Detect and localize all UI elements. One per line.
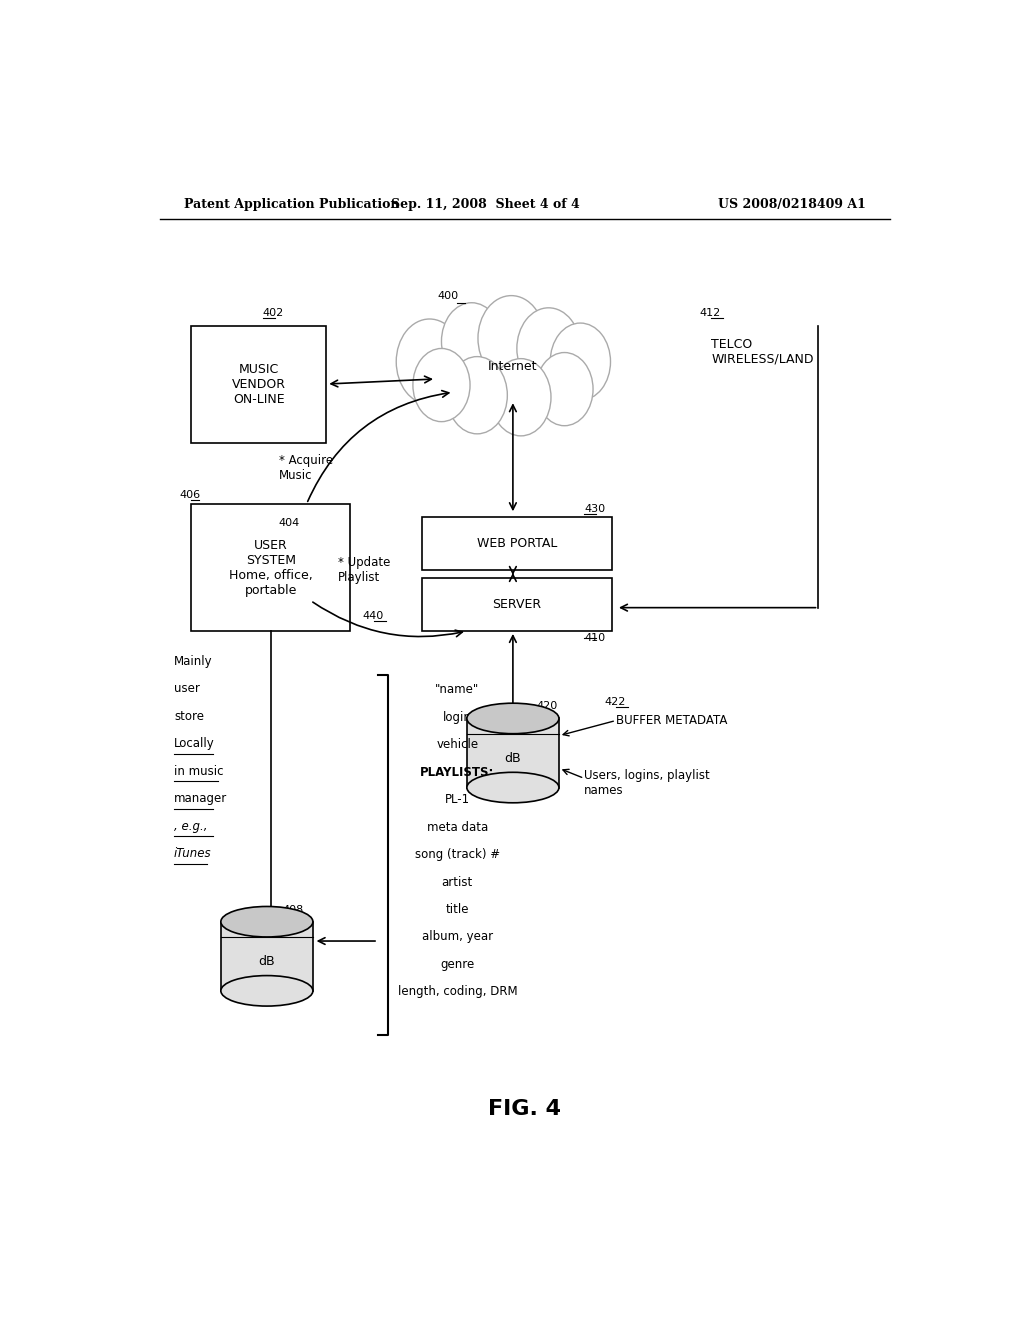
Text: PLAYLISTS:: PLAYLISTS: [420,766,495,779]
Text: 404: 404 [279,519,300,528]
Text: 400: 400 [437,290,459,301]
Text: user: user [174,682,200,696]
Text: genre: genre [440,958,474,972]
Text: album, year: album, year [422,931,493,944]
FancyBboxPatch shape [422,578,612,631]
Circle shape [447,356,507,434]
Circle shape [517,308,581,389]
Circle shape [490,359,551,436]
Circle shape [550,323,610,400]
Text: 408: 408 [283,904,304,915]
Circle shape [478,296,545,381]
Text: 412: 412 [699,308,721,318]
Text: meta data: meta data [427,821,488,834]
Text: BUFFER METADATA: BUFFER METADATA [616,714,727,727]
Text: 410: 410 [585,634,605,643]
Text: login: login [443,711,472,723]
Text: Users, logins, playlist
names: Users, logins, playlist names [585,770,710,797]
Text: , e.g.,: , e.g., [174,820,208,833]
Text: TELCO
WIRELESS/LAND: TELCO WIRELESS/LAND [712,338,814,366]
Text: manager: manager [174,792,227,805]
Text: artist: artist [441,875,473,888]
Text: * Acquire
Music: * Acquire Music [279,454,333,482]
Ellipse shape [467,772,559,803]
Text: SERVER: SERVER [493,598,542,611]
Text: FIG. 4: FIG. 4 [488,1098,561,1119]
Text: 406: 406 [179,490,201,500]
Ellipse shape [221,975,313,1006]
Bar [221,921,313,991]
Text: WEB PORTAL: WEB PORTAL [477,537,557,550]
Text: song (track) #: song (track) # [415,849,500,861]
Ellipse shape [467,704,559,734]
Circle shape [441,302,502,380]
Text: Internet: Internet [488,360,538,374]
Text: 430: 430 [585,504,605,513]
Text: 440: 440 [362,611,383,620]
Text: 422: 422 [604,697,626,708]
Text: MUSIC
VENDOR
ON-LINE: MUSIC VENDOR ON-LINE [232,363,286,407]
Text: 420: 420 [537,701,558,711]
Text: dB: dB [259,954,275,968]
Text: dB: dB [505,751,521,764]
Text: store: store [174,710,204,723]
Text: 402: 402 [263,308,285,318]
Text: Locally: Locally [174,738,215,750]
Text: iTunes: iTunes [174,847,212,861]
Text: in music: in music [174,764,223,777]
Text: vehicle: vehicle [436,738,478,751]
Text: title: title [445,903,469,916]
Circle shape [536,352,593,426]
Text: length, coding, DRM: length, coding, DRM [397,985,517,998]
Text: USER
SYSTEM
Home, office,
portable: USER SYSTEM Home, office, portable [229,539,312,597]
Bar [467,718,559,788]
Text: PL-1: PL-1 [444,793,470,807]
Text: Patent Application Publication: Patent Application Publication [183,198,399,211]
Ellipse shape [221,907,313,937]
Text: Mainly: Mainly [174,655,213,668]
Circle shape [413,348,470,421]
FancyBboxPatch shape [191,504,350,631]
Text: * Update
Playlist: * Update Playlist [338,556,391,583]
Text: "name": "name" [435,684,479,697]
Text: Sep. 11, 2008  Sheet 4 of 4: Sep. 11, 2008 Sheet 4 of 4 [391,198,580,211]
FancyBboxPatch shape [191,326,327,444]
Circle shape [396,319,463,404]
Text: US 2008/0218409 A1: US 2008/0218409 A1 [718,198,866,211]
FancyBboxPatch shape [422,517,612,570]
